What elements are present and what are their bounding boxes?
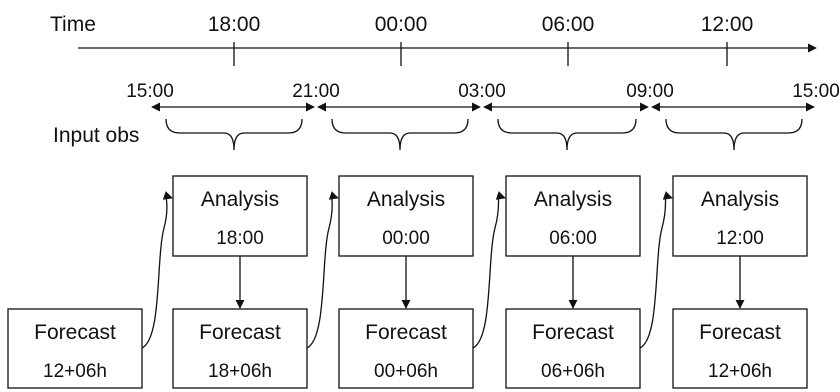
forecast-title: Forecast [699,321,781,344]
obs-window-brace [165,118,303,151]
forecast-title: Forecast [532,321,614,344]
input-obs-label: Input obs [53,124,139,147]
analysis-title: Analysis [201,188,279,211]
window-boundary-label: 15:00 [126,81,174,102]
obs-window-brace [665,118,803,151]
analysis-time: 12:00 [716,228,764,249]
analysis-time: 18:00 [216,228,264,249]
time-tick-label: 12:00 [701,13,754,36]
forecast-box [672,308,808,389]
forecast-to-analysis-arrow [639,191,673,349]
forecast-time: 12+06h [43,361,107,382]
window-boundary-label: 03:00 [458,81,506,102]
window-boundary-label: 15:00 [792,81,840,102]
analysis-time: 00:00 [382,228,430,249]
analysis-title: Analysis [367,188,445,211]
analysis-time: 06:00 [549,228,597,249]
forecast-time: 18+06h [208,361,272,382]
forecast-time: 00+06h [374,361,438,382]
forecast-time: 06+06h [541,361,605,382]
analysis-box [172,175,308,257]
time-axis-label: Time [50,13,96,36]
forecast-to-analysis-arrow [306,191,339,349]
forecast-box [7,308,143,389]
time-tick-label: 06:00 [542,13,595,36]
forecast-box [505,308,641,389]
forecast-time: 12+06h [708,361,772,382]
obs-window-brace [331,118,469,151]
time-tick-label: 18:00 [208,13,261,36]
forecast-to-analysis-arrow [472,191,506,349]
forecast-to-analysis-arrow [141,191,173,349]
forecast-title: Forecast [34,321,116,344]
obs-window-brace [497,118,637,151]
forecast-box [338,308,474,389]
time-tick-label: 00:00 [375,13,428,36]
window-boundary-label: 09:00 [626,81,674,102]
analysis-title: Analysis [701,188,779,211]
forecast-box [172,308,308,389]
window-boundary-label: 21:00 [292,81,340,102]
forecast-title: Forecast [199,321,281,344]
forecast-title: Forecast [365,321,447,344]
analysis-title: Analysis [534,188,612,211]
